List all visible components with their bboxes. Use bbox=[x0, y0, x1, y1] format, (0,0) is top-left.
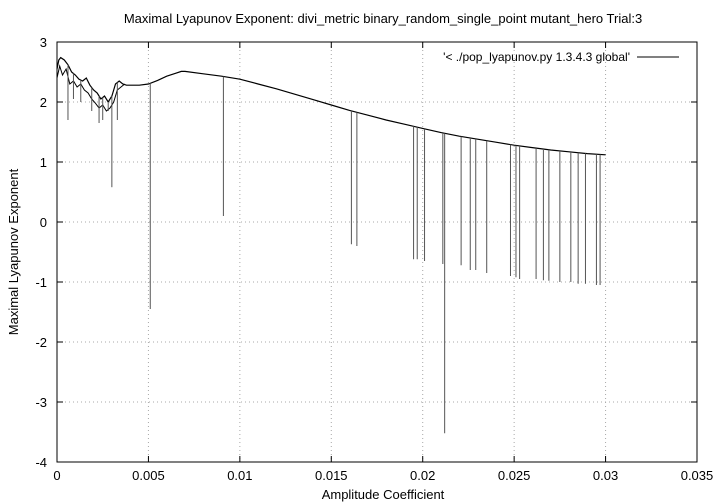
y-axis-label: Maximal Lyapunov Exponent bbox=[6, 168, 21, 335]
y-tick-label: 3 bbox=[40, 35, 47, 50]
y-tick-label: 1 bbox=[40, 155, 47, 170]
y-tick-label: -4 bbox=[35, 455, 47, 470]
x-axis-label: Amplitude Coefficient bbox=[322, 487, 445, 502]
legend: '< ./pop_lyapunov.py 1.3.4.3 global' bbox=[443, 50, 679, 64]
x-tick-label: 0.03 bbox=[593, 468, 618, 483]
data-layer bbox=[57, 58, 606, 434]
tick-marks bbox=[57, 42, 697, 462]
x-tick-label: 0.02 bbox=[410, 468, 435, 483]
y-tick-labels: -4 -3 -2 -1 0 1 2 3 bbox=[35, 35, 47, 470]
grid-lines bbox=[57, 42, 697, 462]
x-tick-label: 0.005 bbox=[132, 468, 165, 483]
y-tick-label: -1 bbox=[35, 275, 47, 290]
y-tick-label: -3 bbox=[35, 395, 47, 410]
chart-title: Maximal Lyapunov Exponent: divi_metric b… bbox=[124, 11, 642, 26]
x-tick-label: 0.025 bbox=[498, 468, 531, 483]
x-tick-label: 0 bbox=[53, 468, 60, 483]
plot-frame bbox=[57, 42, 697, 462]
x-tick-labels: 0 0.005 0.01 0.015 0.02 0.025 0.03 0.035 bbox=[53, 468, 713, 483]
legend-label: '< ./pop_lyapunov.py 1.3.4.3 global' bbox=[443, 50, 630, 64]
x-tick-label: 0.01 bbox=[227, 468, 252, 483]
x-tick-label: 0.015 bbox=[315, 468, 348, 483]
x-tick-label: 0.035 bbox=[681, 468, 714, 483]
y-tick-label: 0 bbox=[40, 215, 47, 230]
y-tick-label: -2 bbox=[35, 335, 47, 350]
y-tick-label: 2 bbox=[40, 95, 47, 110]
